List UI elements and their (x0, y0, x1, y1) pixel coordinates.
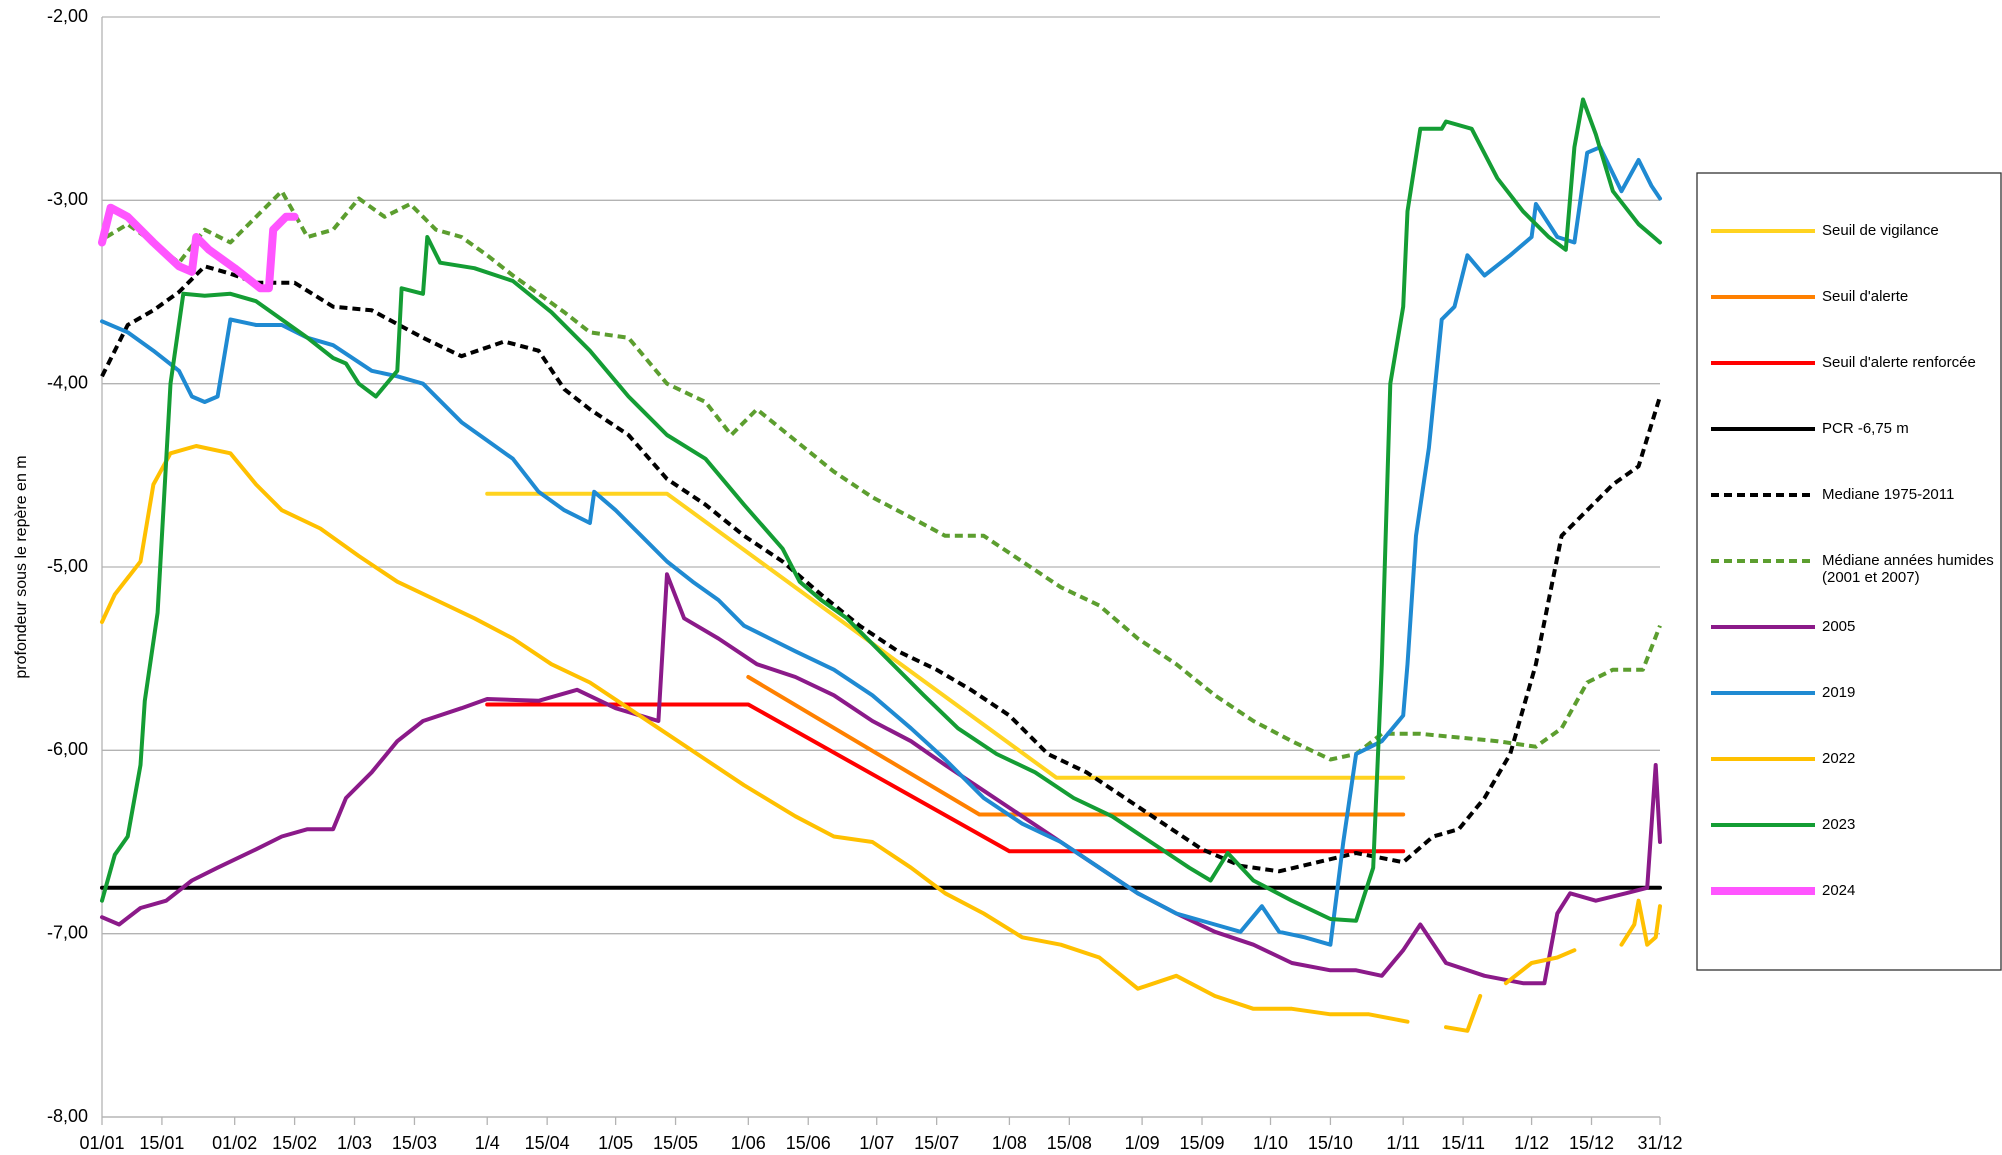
x-tick-label: 1/06 (731, 1133, 766, 1153)
series-line (98, 203, 299, 293)
x-tick-label: 1/12 (1514, 1133, 1549, 1153)
y-tick-label: -3,00 (47, 189, 88, 209)
legend-label: 2005 (1822, 618, 1856, 635)
x-tick-label: 01/01 (79, 1133, 124, 1153)
x-tick-label: 15/02 (272, 1133, 317, 1153)
series-line (746, 675, 1406, 817)
x-tick-label: 1/4 (475, 1133, 500, 1153)
x-tick-label: 31/12 (1637, 1133, 1682, 1153)
y-tick-label: -8,00 (47, 1106, 88, 1126)
legend-label: PCR -6,75 m (1822, 420, 1909, 437)
y-axis-label: profondeur sous le repère en m (13, 455, 30, 678)
x-tick-label: 15/12 (1569, 1133, 1614, 1153)
legend-label: Médiane années humides (2001 et 2007) (1822, 552, 1994, 586)
series-line (100, 444, 1662, 1033)
legend-label: Mediane 1975-2011 (1822, 486, 1955, 503)
legend-label: Seuil de vigilance (1822, 222, 1939, 239)
x-tick-label: 15/07 (914, 1133, 959, 1153)
x-tick-label: 01/02 (212, 1133, 257, 1153)
x-tick-label: 1/08 (992, 1133, 1027, 1153)
x-tick-label: 1/09 (1125, 1133, 1160, 1153)
x-tick-label: 15/01 (139, 1133, 184, 1153)
x-tick-label: 15/09 (1179, 1133, 1224, 1153)
series-line (100, 572, 1662, 986)
x-tick-label: 15/04 (525, 1133, 570, 1153)
x-tick-label: 15/11 (1441, 1133, 1485, 1153)
x-tick-label: 15/10 (1308, 1133, 1353, 1153)
legend-label: Seuil d'alerte renforcée (1822, 354, 1976, 371)
y-tick-label: -5,00 (47, 556, 88, 576)
legend-box (1696, 172, 2002, 971)
series-line (100, 145, 1662, 947)
y-tick-label: -6,00 (47, 739, 88, 759)
legend-label: 2022 (1822, 750, 1856, 767)
x-tick-label: 15/03 (392, 1133, 437, 1153)
x-tick-label: 1/05 (598, 1133, 633, 1153)
legend-label: 2024 (1822, 882, 1856, 899)
legend-label: 2019 (1822, 684, 1856, 701)
series-line (100, 97, 1662, 923)
legend-label: Seuil d'alerte (1822, 288, 1909, 305)
x-tick-label: 1/03 (337, 1133, 372, 1153)
x-tick-label: 1/07 (859, 1133, 894, 1153)
series-line (105, 189, 1662, 762)
legend-label: 2023 (1822, 816, 1856, 833)
y-tick-label: -7,00 (47, 922, 88, 942)
x-tick-label: 1/10 (1253, 1133, 1288, 1153)
x-tick-label: 15/06 (786, 1133, 831, 1153)
x-tick-label: 15/08 (1047, 1133, 1092, 1153)
y-tick-label: -4,00 (47, 372, 88, 392)
series-line (100, 264, 1662, 874)
y-tick-label: -2,00 (47, 6, 88, 26)
x-tick-label: 1/11 (1386, 1133, 1420, 1153)
x-tick-label: 15/05 (653, 1133, 698, 1153)
